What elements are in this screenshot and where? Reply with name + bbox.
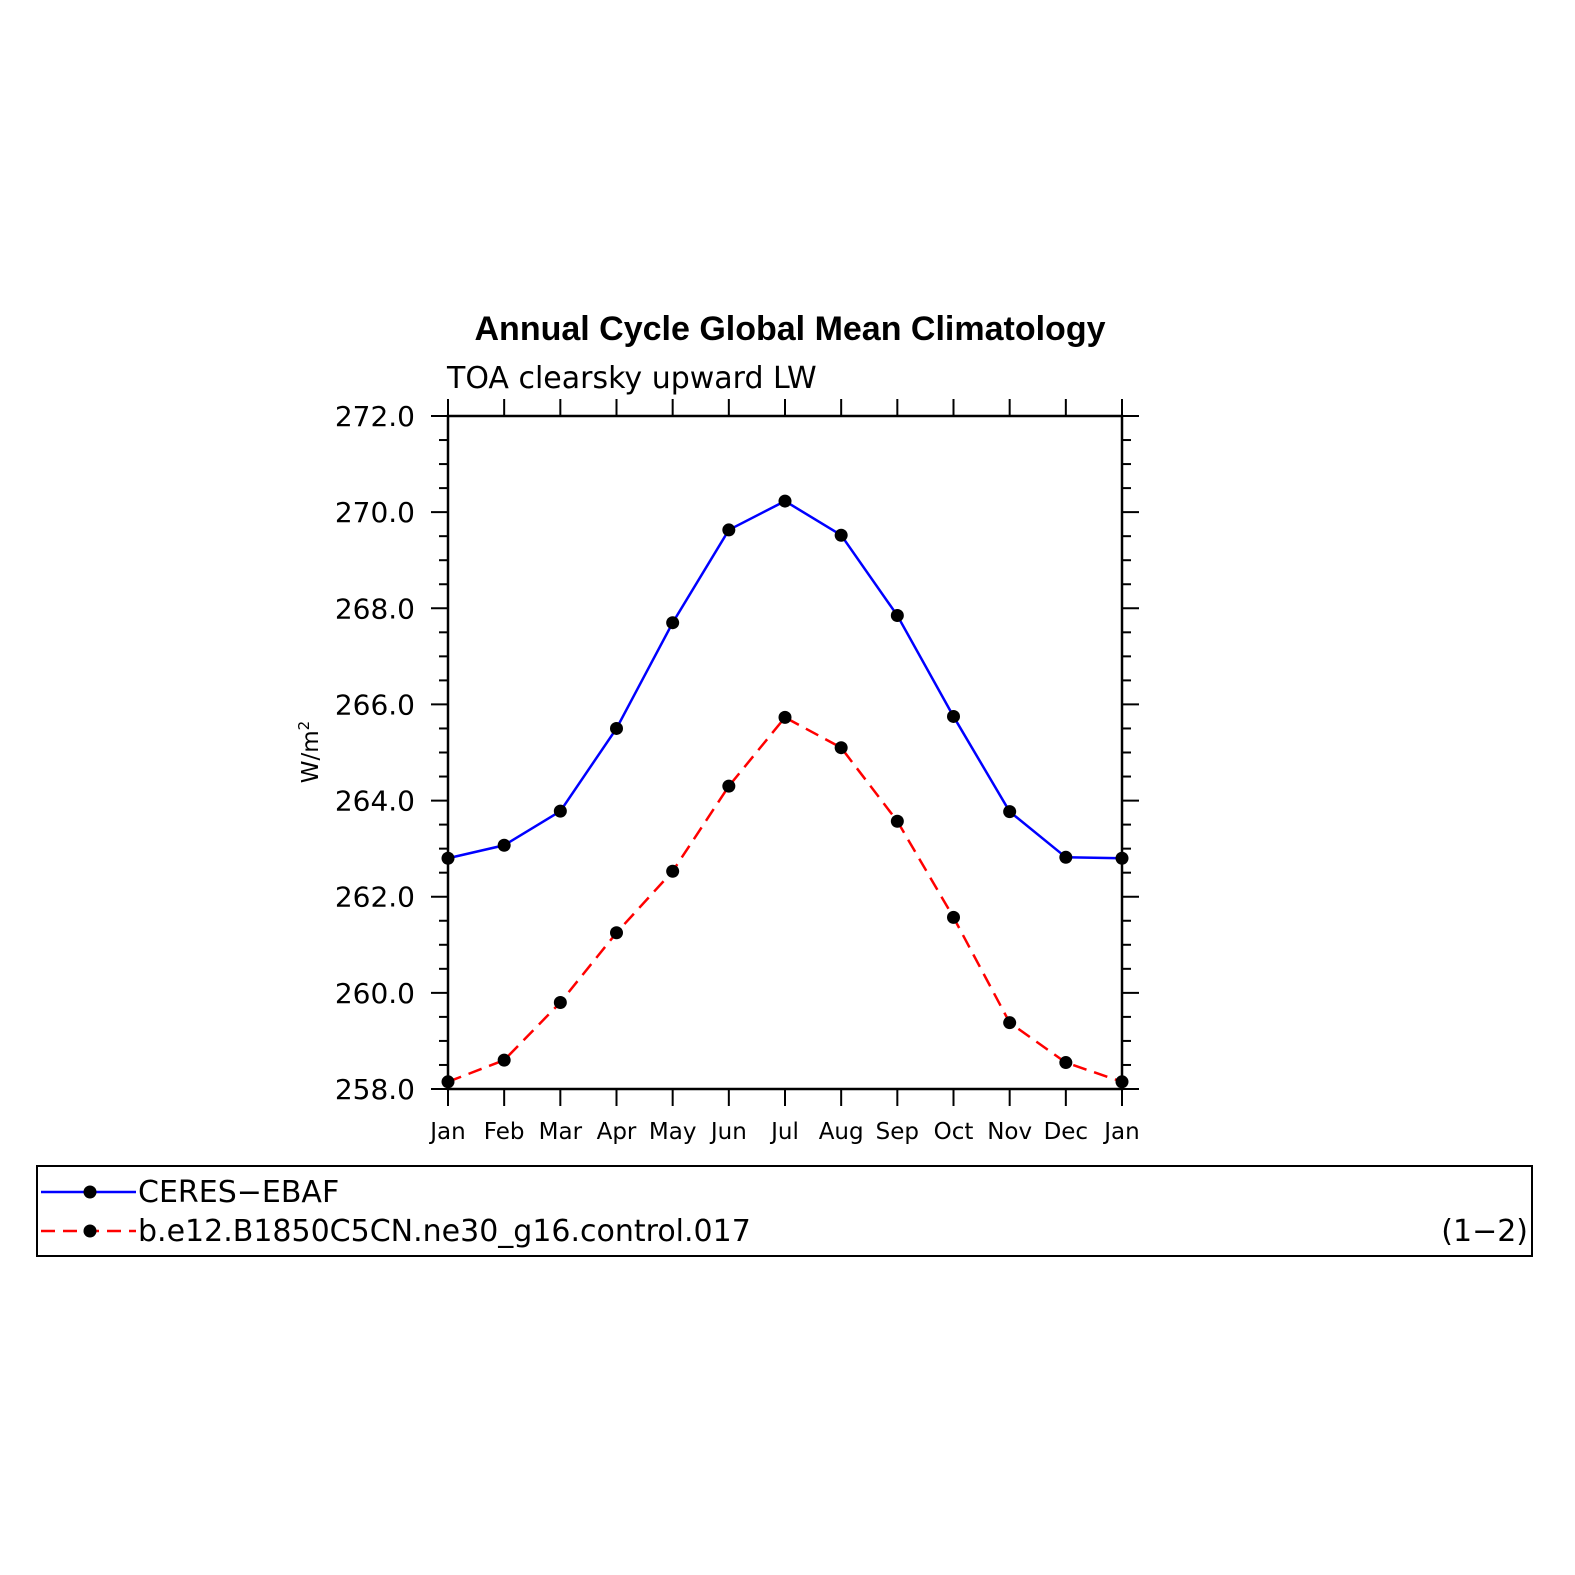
series-1-point xyxy=(947,709,960,723)
x-tick-label: Jan xyxy=(428,1119,465,1145)
series-2-point xyxy=(834,741,848,755)
series-2-point xyxy=(722,779,736,793)
y-tick-label: 266.0 xyxy=(335,688,415,721)
series-1-point xyxy=(553,804,567,818)
series-1-point xyxy=(778,494,792,508)
series-line-1 xyxy=(447,499,1123,860)
series-2-point xyxy=(666,864,680,878)
legend-box xyxy=(36,1165,1533,1257)
series-1-point xyxy=(1059,850,1073,864)
series-2-point xyxy=(778,710,792,724)
x-tick-label: Nov xyxy=(987,1119,1032,1145)
legend-marker-2 xyxy=(83,1224,97,1238)
legend-marker-1 xyxy=(83,1185,97,1199)
x-tick-label: Feb xyxy=(484,1119,525,1145)
x-tick-label: May xyxy=(649,1119,697,1145)
series-line-2 xyxy=(447,715,1123,1083)
series-1-point xyxy=(890,608,904,622)
series-1-point xyxy=(441,851,455,865)
x-tick-label: Oct xyxy=(934,1119,974,1145)
y-tick-label: 264.0 xyxy=(335,785,415,818)
x-tick-label: Aug xyxy=(819,1119,864,1145)
plot-frame xyxy=(446,414,1124,1091)
x-tick-label: Jan xyxy=(1102,1119,1139,1145)
y-tick-label: 270.0 xyxy=(335,496,415,529)
y-tick-label: 262.0 xyxy=(335,881,415,914)
y-axis-label-sup: 2 xyxy=(295,721,313,731)
series-1-point xyxy=(834,528,848,542)
legend-label-1: CERES−EBAF xyxy=(138,1175,339,1210)
legend-label-2: b.e12.B1850C5CN.ne30_g16.control.017 xyxy=(138,1214,751,1249)
y-tick-label: 268.0 xyxy=(335,592,415,625)
x-tick-label: Mar xyxy=(539,1119,583,1145)
y-axis-label: W/m2 xyxy=(295,721,324,783)
series-1-point xyxy=(1003,805,1017,819)
series-2-point xyxy=(553,995,567,1009)
plot-area: 258.0 260.0 262.0 264.0 266.0 268.0 270.0 272.0… xyxy=(335,399,1140,1145)
series-1-point xyxy=(1115,851,1129,865)
series-2-point xyxy=(441,1075,455,1089)
chart-subtitle: TOA clearsky upward LW xyxy=(446,361,817,396)
y-tick-label: 258.0 xyxy=(335,1073,415,1106)
legend-note: (1−2) xyxy=(1441,1214,1528,1249)
series-1-point xyxy=(497,838,511,852)
y-axis-label-base: W/m xyxy=(298,730,324,783)
series-2-point xyxy=(1115,1075,1129,1089)
x-tick-label: Jun xyxy=(709,1119,747,1145)
series-2-point xyxy=(610,926,623,940)
series-2-point xyxy=(1003,1016,1017,1030)
x-tick-label: Apr xyxy=(597,1119,637,1145)
chart-title: Annual Cycle Global Mean Climatology xyxy=(475,310,1106,348)
series-2-point xyxy=(890,814,904,828)
series-1-point xyxy=(610,721,623,735)
series-2-point xyxy=(1059,1056,1073,1070)
legend: CERES−EBAF b.e12.B1850C5CN.ne30_g16.contr… xyxy=(36,1165,1533,1257)
series-2-point xyxy=(497,1053,511,1067)
series-1-point xyxy=(722,523,736,537)
series-2-point xyxy=(947,910,960,924)
x-tick-label: Dec xyxy=(1044,1119,1089,1145)
series-1-point xyxy=(666,616,680,630)
x-tick-label: Sep xyxy=(876,1119,919,1145)
x-tick-label: Jul xyxy=(769,1119,799,1145)
y-tick-label: 260.0 xyxy=(335,977,415,1010)
y-tick-label: 272.0 xyxy=(335,400,415,433)
